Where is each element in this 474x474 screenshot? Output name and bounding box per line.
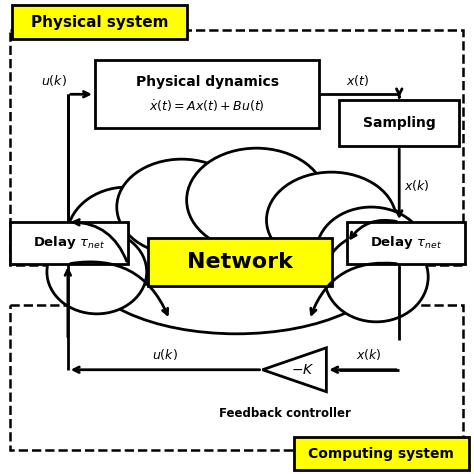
Text: Computing system: Computing system bbox=[308, 447, 454, 461]
Bar bbox=[339, 100, 459, 146]
Text: $x(k)$: $x(k)$ bbox=[404, 178, 430, 192]
Text: Network: Network bbox=[187, 252, 293, 272]
Ellipse shape bbox=[316, 207, 426, 297]
Text: $x(k)$: $x(k)$ bbox=[356, 347, 382, 362]
Bar bbox=[10, 222, 128, 264]
Text: $\dot{x}(t) = Ax(t) + Bu(t)$: $\dot{x}(t) = Ax(t) + Bu(t)$ bbox=[149, 99, 265, 114]
Ellipse shape bbox=[117, 159, 246, 255]
Polygon shape bbox=[263, 348, 327, 392]
Text: Physical dynamics: Physical dynamics bbox=[136, 75, 279, 89]
Ellipse shape bbox=[266, 172, 396, 268]
Bar bbox=[148, 238, 332, 286]
Ellipse shape bbox=[324, 232, 428, 322]
Text: $x(t)$: $x(t)$ bbox=[346, 73, 369, 88]
Ellipse shape bbox=[67, 187, 187, 287]
Bar bbox=[294, 437, 469, 470]
Bar bbox=[10, 30, 463, 265]
Bar bbox=[10, 305, 463, 450]
Text: Delay $\tau_{net}$: Delay $\tau_{net}$ bbox=[33, 235, 105, 252]
Text: $-K$: $-K$ bbox=[291, 363, 314, 377]
Text: Physical system: Physical system bbox=[31, 15, 169, 30]
Ellipse shape bbox=[187, 148, 327, 252]
Bar bbox=[12, 5, 187, 39]
Text: $u(k)$: $u(k)$ bbox=[41, 73, 67, 88]
Ellipse shape bbox=[82, 190, 391, 334]
Text: Feedback controller: Feedback controller bbox=[219, 407, 350, 420]
Ellipse shape bbox=[47, 230, 147, 314]
Text: Sampling: Sampling bbox=[363, 116, 436, 130]
Bar bbox=[95, 60, 319, 128]
Bar bbox=[347, 222, 465, 264]
Text: $u(k)$: $u(k)$ bbox=[152, 347, 178, 362]
Text: Delay $\tau_{net}$: Delay $\tau_{net}$ bbox=[370, 235, 442, 252]
